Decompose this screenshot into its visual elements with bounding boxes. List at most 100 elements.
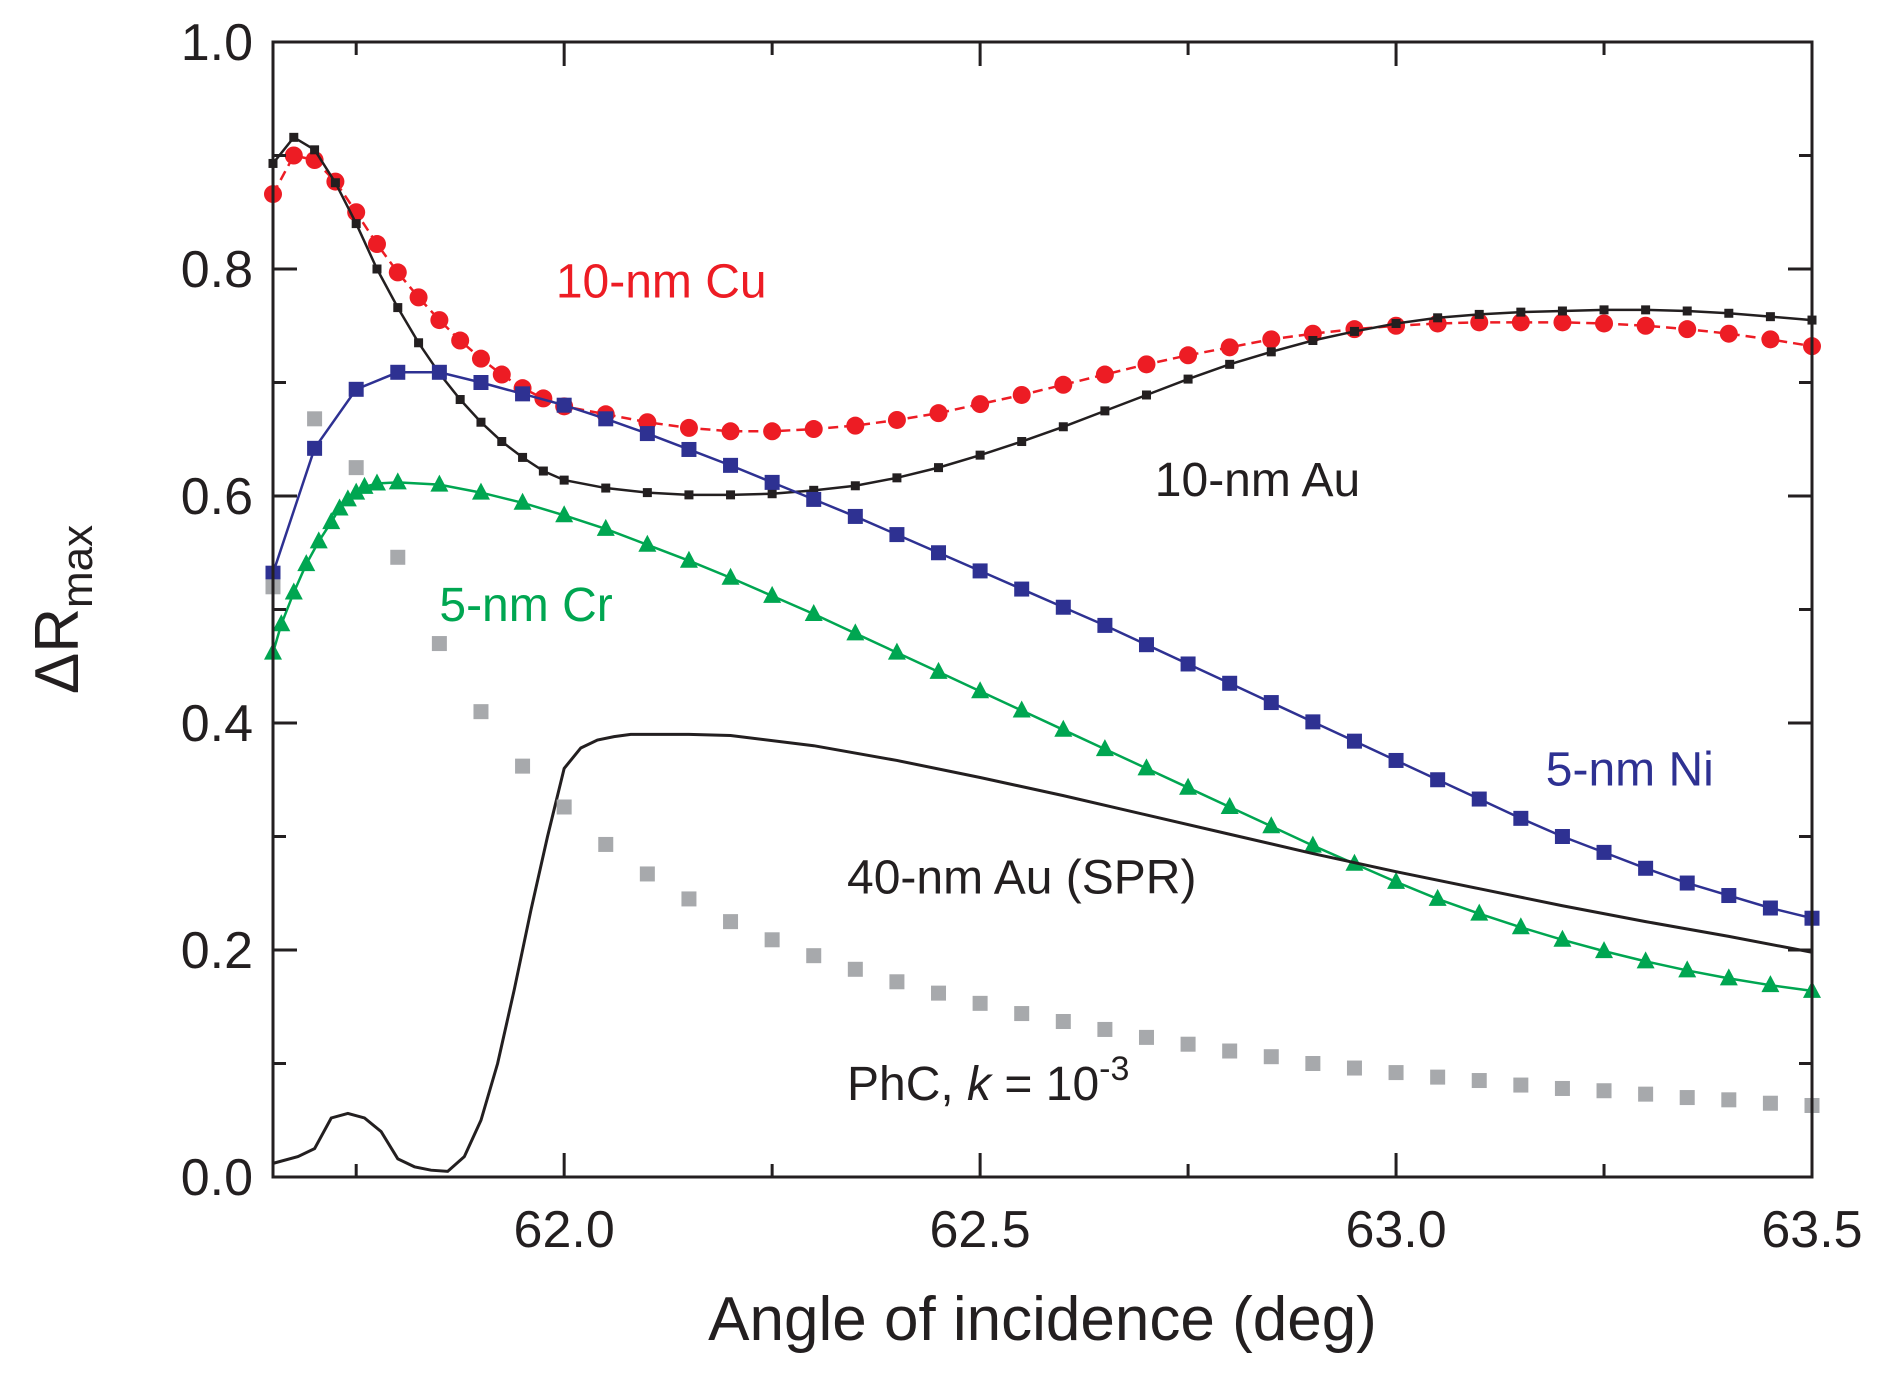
series-10-nm-cu — [264, 146, 1821, 441]
data-point — [806, 948, 822, 964]
data-point — [1433, 313, 1443, 323]
data-point — [414, 338, 424, 348]
data-point — [1012, 385, 1031, 404]
x-tick-label: 62.5 — [929, 1201, 1030, 1259]
data-point — [767, 489, 777, 499]
data-point — [1721, 888, 1737, 904]
data-point — [934, 463, 944, 473]
series-label-10-nm-cu: 10-nm Cu — [556, 255, 767, 308]
data-point — [272, 614, 291, 632]
data-point — [289, 132, 299, 142]
y-tick-label: 0.0 — [181, 1149, 253, 1207]
data-point — [476, 417, 486, 427]
data-point — [515, 386, 531, 402]
data-point — [806, 491, 822, 507]
data-point — [1222, 675, 1238, 691]
data-point — [726, 490, 736, 500]
data-point — [1055, 599, 1071, 615]
data-point — [348, 381, 364, 397]
data-point — [975, 450, 985, 460]
data-point — [804, 604, 823, 622]
data-point — [559, 475, 569, 485]
data-point — [1055, 1014, 1071, 1030]
data-point — [1553, 929, 1572, 947]
data-point — [889, 974, 905, 990]
data-point — [598, 836, 614, 852]
x-tick-label: 63.0 — [1345, 1201, 1446, 1259]
data-point — [1513, 810, 1529, 826]
data-point — [639, 866, 655, 882]
data-point — [1471, 1073, 1487, 1089]
data-point — [1679, 1090, 1695, 1106]
data-point — [846, 623, 865, 641]
data-point — [887, 410, 906, 429]
data-point — [1721, 1092, 1737, 1108]
data-point — [367, 235, 386, 254]
data-point — [307, 440, 323, 456]
data-point — [1305, 714, 1321, 730]
series-line — [271, 481, 1813, 993]
series-label-part: -3 — [1099, 1050, 1129, 1088]
y-tick-label: 0.4 — [181, 695, 253, 753]
data-point — [556, 799, 572, 815]
data-point — [1388, 1065, 1404, 1081]
x-tick-label: 63.5 — [1761, 1201, 1862, 1259]
series-label-part: 5-nm Cr — [439, 579, 612, 632]
data-point — [763, 585, 782, 603]
data-point — [390, 364, 406, 380]
data-point — [1554, 829, 1570, 844]
data-point — [297, 554, 316, 572]
series-5-nm-ni — [265, 364, 1820, 926]
data-point — [388, 263, 407, 282]
data-point — [929, 661, 948, 679]
data-point — [1138, 1029, 1154, 1045]
y-tick-label: 0.8 — [181, 241, 253, 299]
data-point — [555, 505, 574, 523]
y-axis-title: ΔRmax — [23, 525, 102, 694]
series-line — [271, 371, 1813, 920]
series-line — [272, 732, 1813, 1173]
data-point — [430, 311, 449, 330]
data-point — [1225, 359, 1235, 369]
data-point — [1430, 772, 1446, 788]
data-point — [1430, 1069, 1446, 1085]
data-point — [1516, 307, 1526, 317]
data-point — [1222, 1043, 1238, 1059]
data-point — [393, 303, 403, 313]
data-point — [601, 483, 611, 493]
data-point — [1719, 324, 1738, 343]
data-point — [388, 472, 407, 490]
series-label-5-nm-cr: 5-nm Cr — [439, 579, 612, 632]
data-point — [1305, 1056, 1321, 1071]
data-point — [513, 492, 532, 510]
data-point — [1097, 617, 1113, 633]
data-point — [972, 563, 988, 579]
data-point — [1719, 968, 1738, 986]
series-label-part: 5-nm Ni — [1546, 743, 1714, 796]
data-point — [322, 512, 341, 530]
y-axis-title-sub: max — [53, 525, 102, 608]
data-point — [972, 995, 988, 1011]
data-point — [931, 545, 947, 561]
data-point — [309, 531, 328, 549]
data-point — [1678, 960, 1697, 978]
series-label-phc-k-10-3: PhC, k = 10-3 — [847, 1050, 1129, 1111]
data-point — [723, 914, 739, 930]
data-point — [1761, 330, 1780, 349]
series-label-5-nm-ni: 5-nm Ni — [1546, 743, 1714, 796]
data-point — [310, 145, 320, 155]
data-point — [887, 642, 906, 660]
data-point — [1303, 835, 1322, 853]
data-point — [1138, 637, 1154, 653]
data-point — [1599, 305, 1609, 315]
data-point — [538, 466, 548, 476]
data-point — [1262, 816, 1281, 834]
data-point — [1054, 719, 1073, 737]
data-point — [681, 441, 697, 457]
data-point — [515, 758, 531, 774]
y-tick-label: 0.6 — [181, 468, 253, 526]
data-point — [764, 474, 780, 490]
data-point — [497, 437, 507, 447]
data-point — [1596, 1083, 1612, 1099]
